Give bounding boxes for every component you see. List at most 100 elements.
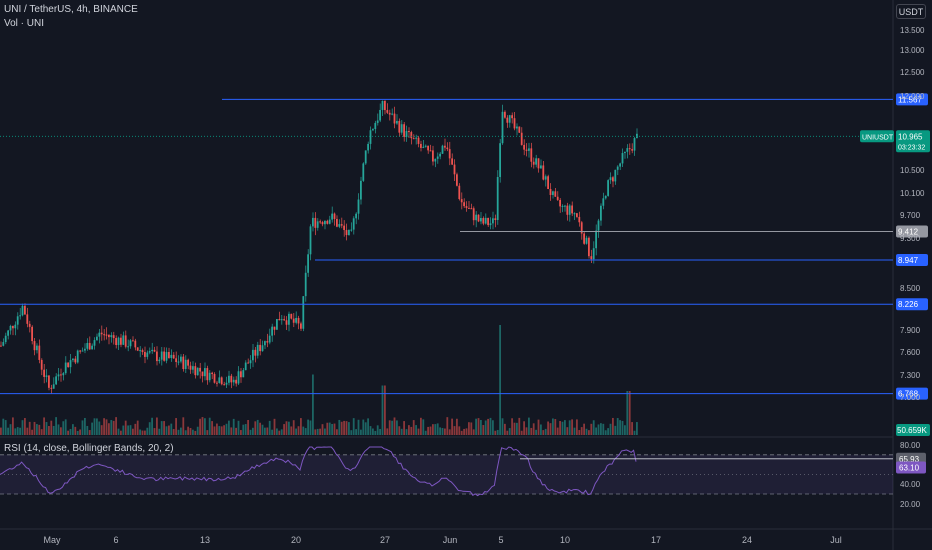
candle — [213, 372, 216, 384]
volume-bar — [636, 422, 638, 435]
volume-bar — [264, 427, 266, 435]
currency-button[interactable]: USDT — [896, 4, 926, 19]
candle — [340, 217, 343, 229]
candle — [163, 347, 165, 362]
candle — [604, 195, 607, 200]
volume-bar — [120, 430, 122, 435]
candle-body — [561, 205, 564, 207]
candle-body — [273, 326, 276, 330]
candle — [372, 128, 374, 132]
candle — [367, 141, 369, 154]
candle — [88, 336, 91, 350]
candle — [417, 135, 420, 148]
volume-bar — [153, 428, 156, 435]
volume-bar — [252, 427, 254, 435]
candle — [156, 346, 158, 366]
rsi-tick: 20.00 — [900, 500, 921, 509]
candle-body — [103, 334, 105, 336]
volume-bar — [26, 427, 29, 435]
rsi-legend[interactable]: RSI (14, close, Bollinger Bands, 20, 2) — [4, 443, 174, 454]
candle-body — [232, 379, 235, 383]
current-price-badge — [896, 130, 930, 153]
candle-body — [465, 206, 468, 208]
volume-bar — [163, 421, 165, 435]
candle-body — [480, 218, 482, 222]
candle — [573, 212, 576, 220]
volume-bar — [549, 423, 552, 435]
candle — [424, 144, 427, 148]
candle — [621, 148, 624, 167]
candle-body — [259, 344, 261, 352]
volume-bar — [31, 429, 33, 435]
candle-body — [276, 319, 278, 330]
candle-body — [453, 164, 456, 175]
candle-body — [355, 213, 357, 219]
candle-body — [247, 362, 249, 364]
candle — [261, 340, 264, 352]
volume-bar — [626, 391, 629, 435]
candle-body — [602, 198, 605, 206]
candle-body — [180, 356, 182, 362]
volume-bar — [14, 428, 17, 435]
volume-bar — [170, 423, 173, 435]
candle — [290, 313, 293, 320]
candle-body — [237, 371, 240, 384]
candle — [388, 109, 391, 121]
candle — [427, 145, 429, 154]
volume-bar — [50, 420, 53, 435]
level-label-5: 6.768 — [898, 390, 919, 399]
candle-body — [360, 180, 362, 200]
candle — [420, 140, 422, 152]
volume-bar — [204, 418, 206, 435]
candle — [588, 236, 590, 259]
symbol-title[interactable]: UNI / TetherUS, 4h, BINANCE — [4, 4, 138, 15]
candle — [60, 368, 62, 382]
candle — [50, 384, 53, 394]
candle-body — [302, 296, 305, 329]
volume-bar — [4, 420, 7, 435]
candle — [79, 349, 81, 354]
candle — [218, 370, 221, 384]
volume-bar — [247, 419, 249, 435]
candle-body — [583, 233, 585, 244]
volume-bar — [249, 429, 252, 435]
candle-body — [535, 158, 537, 165]
candle-body — [292, 318, 295, 323]
volume-bar — [576, 419, 578, 435]
candle — [568, 204, 571, 222]
candle — [278, 311, 281, 321]
volume-bar — [254, 421, 257, 435]
candle-body — [264, 341, 266, 346]
volume-bar — [218, 426, 221, 435]
candle-body — [492, 218, 494, 224]
volume-bar — [201, 417, 204, 435]
candle — [314, 212, 317, 236]
candle-body — [326, 220, 329, 224]
volume-bar — [24, 418, 26, 435]
volume-bar — [268, 420, 271, 435]
candle — [451, 153, 453, 166]
candle-body — [165, 352, 168, 361]
candle-body — [374, 122, 377, 130]
candle — [100, 325, 103, 341]
candle — [355, 212, 357, 225]
candle-body — [576, 213, 578, 217]
candle-body — [336, 218, 338, 227]
candle-body — [122, 335, 125, 345]
rsi-band — [0, 454, 893, 494]
candle — [475, 211, 477, 228]
candle-body — [33, 341, 36, 351]
volume-bar — [396, 420, 398, 435]
candle-body — [518, 126, 521, 133]
volume-bar — [424, 430, 427, 435]
candle-body — [168, 352, 170, 359]
volume-bar — [552, 418, 554, 435]
candle — [189, 361, 192, 374]
candle-body — [523, 144, 525, 150]
candle — [300, 321, 302, 332]
candle — [516, 123, 518, 136]
candle-body — [511, 115, 513, 119]
candle — [496, 170, 499, 225]
volume-bar — [583, 423, 585, 435]
